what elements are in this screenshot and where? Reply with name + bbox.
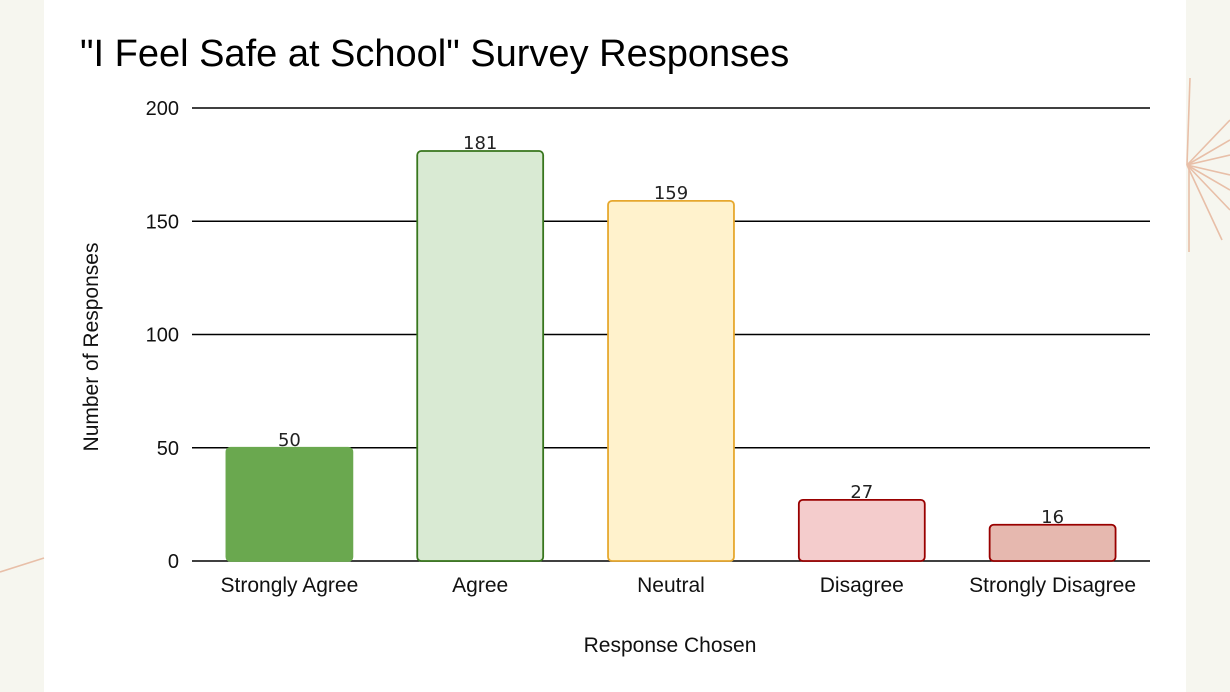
decorative-stroke-icon bbox=[0, 557, 45, 573]
chart-title: "I Feel Safe at School" Survey Responses bbox=[80, 33, 789, 75]
bars bbox=[225, 150, 1117, 562]
data-label: 181 bbox=[463, 133, 497, 154]
data-label: 159 bbox=[654, 183, 688, 204]
data-label: 27 bbox=[850, 482, 873, 503]
data-labels: 50 181 159 27 16 bbox=[278, 133, 1064, 528]
x-axis-title: Response Chosen bbox=[584, 634, 757, 657]
y-tick-label: 150 bbox=[146, 211, 179, 233]
bar-strongly-agree bbox=[225, 446, 354, 562]
decorative-sunburst-icon bbox=[1186, 77, 1230, 252]
y-tick-label: 0 bbox=[168, 551, 179, 573]
x-category-label: Strongly Agree bbox=[221, 574, 359, 597]
data-label: 16 bbox=[1041, 507, 1064, 528]
bar-neutral bbox=[607, 199, 735, 562]
bar-strongly-disagree bbox=[988, 523, 1117, 562]
bar-agree bbox=[416, 150, 545, 562]
x-category-label: Neutral bbox=[637, 574, 705, 597]
x-category-label: Disagree bbox=[820, 574, 904, 597]
bar-disagree bbox=[797, 498, 926, 562]
x-axis-categories: Strongly Agree Agree Neutral Disagree Strong… bbox=[221, 574, 1137, 597]
x-category-label: Strongly Disagree bbox=[969, 574, 1136, 597]
y-tick-label: 100 bbox=[146, 325, 179, 347]
data-label: 50 bbox=[278, 430, 301, 451]
y-axis-title: Number of Responses bbox=[80, 243, 103, 452]
y-axis-ticks: 0 50 100 150 200 bbox=[146, 98, 179, 573]
y-tick-label: 50 bbox=[157, 438, 179, 460]
x-category-label: Agree bbox=[452, 574, 508, 597]
y-tick-label: 200 bbox=[146, 98, 179, 120]
